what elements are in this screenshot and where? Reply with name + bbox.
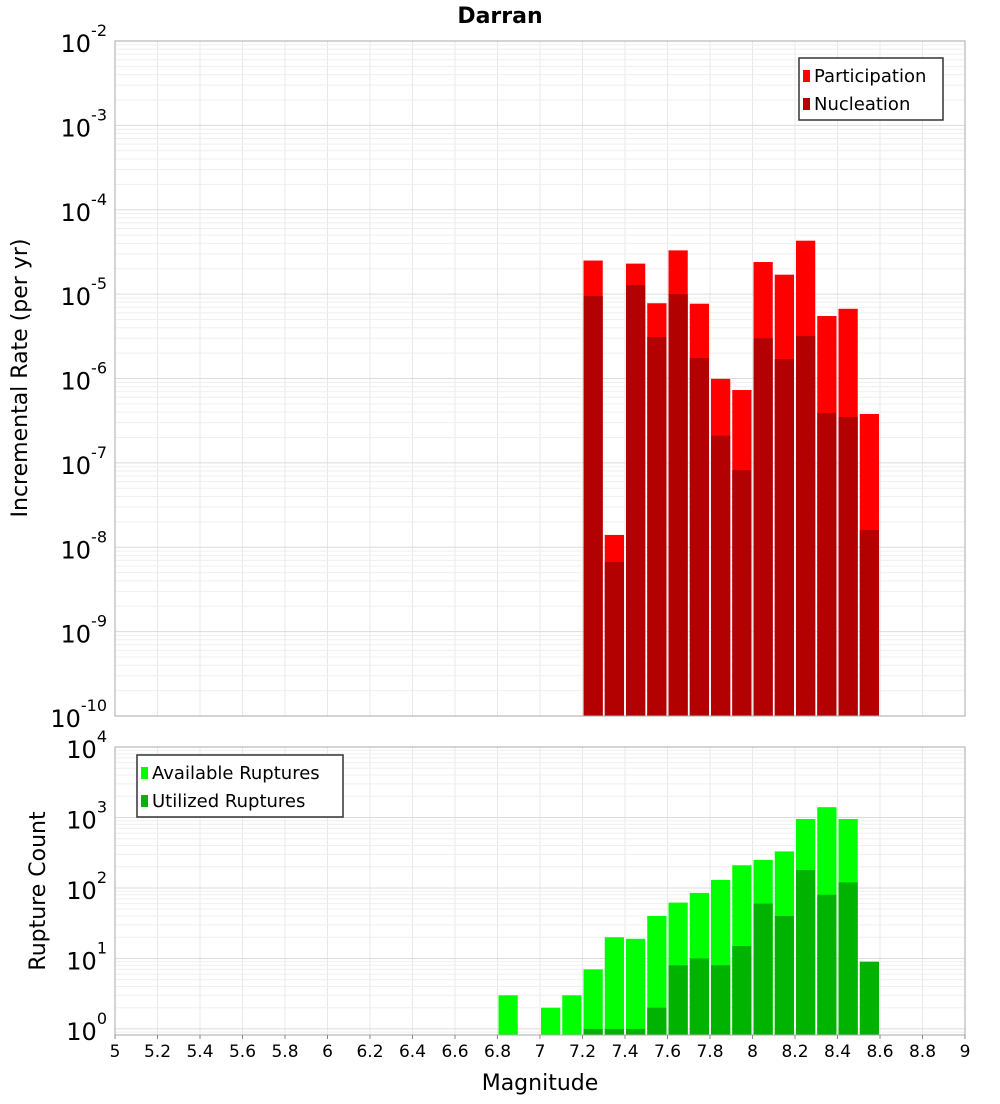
y-tick-label: 103	[66, 797, 107, 834]
top-y-axis-label: Incremental Rate (per yr)	[8, 239, 33, 518]
bar-available-ruptures	[562, 995, 582, 1035]
y-tick-label: 102	[66, 868, 107, 905]
x-tick-label: 6.6	[441, 1042, 468, 1062]
x-tick-label: 5.2	[144, 1042, 171, 1062]
x-tick-label: 6.2	[356, 1042, 383, 1062]
bar-utilized-ruptures	[604, 1028, 624, 1035]
chart-title: Darran	[457, 4, 542, 29]
x-tick-label: 7.6	[654, 1042, 681, 1062]
bar-available-ruptures	[604, 937, 624, 1035]
bar-utilized-ruptures	[796, 869, 816, 1035]
bar-nucleation	[668, 294, 688, 716]
x-tick-label: 5	[110, 1042, 121, 1062]
x-tick-label: 7	[535, 1042, 546, 1062]
x-tick-label: 7.8	[696, 1042, 723, 1062]
bar-utilized-ruptures	[647, 1007, 667, 1035]
y-tick-label: 10-6	[61, 359, 108, 396]
bar-utilized-ruptures	[838, 882, 858, 1035]
bar-nucleation	[859, 530, 879, 716]
bar-nucleation	[626, 285, 646, 716]
y-tick-label: 10-5	[61, 274, 108, 311]
legend-label: Nucleation	[814, 94, 910, 115]
bar-utilized-ruptures	[689, 958, 709, 1035]
y-tick-label: 10-8	[61, 527, 108, 564]
y-tick-label: 100	[66, 1009, 107, 1046]
y-tick-label: 10-4	[61, 190, 108, 227]
bar-available-ruptures	[541, 1007, 561, 1035]
x-tick-label: 8.6	[866, 1042, 893, 1062]
bar-nucleation	[753, 338, 773, 716]
bar-utilized-ruptures	[859, 961, 879, 1035]
bar-utilized-ruptures	[732, 946, 752, 1035]
x-tick-label: 5.8	[271, 1042, 298, 1062]
y-tick-label: 10-7	[61, 443, 108, 480]
bar-nucleation	[838, 416, 858, 716]
bar-nucleation	[796, 335, 816, 716]
y-tick-label: 10-10	[50, 696, 107, 733]
bar-available-ruptures	[583, 969, 603, 1035]
bar-utilized-ruptures	[753, 903, 773, 1035]
x-tick-label: 7.2	[569, 1042, 596, 1062]
bar-nucleation	[583, 296, 603, 716]
bar-available-ruptures	[498, 995, 518, 1035]
bar-utilized-ruptures	[774, 916, 794, 1035]
y-tick-label: 104	[66, 727, 107, 764]
x-tick-label: 6.4	[399, 1042, 426, 1062]
x-tick-label: 8.4	[824, 1042, 851, 1062]
y-tick-label: 10-2	[61, 21, 108, 58]
x-tick-label: 6.8	[484, 1042, 511, 1062]
bar-nucleation	[774, 359, 794, 716]
x-tick-label: 7.4	[611, 1042, 638, 1062]
x-tick-label: 9	[960, 1042, 971, 1062]
legend-swatch	[803, 70, 810, 82]
bar-nucleation	[817, 413, 837, 716]
bar-available-ruptures	[626, 938, 646, 1035]
legend-label: Participation	[814, 66, 926, 87]
bar-utilized-ruptures	[626, 1028, 646, 1035]
y-tick-label: 101	[66, 938, 107, 975]
bar-available-ruptures	[647, 916, 667, 1035]
bar-nucleation	[647, 337, 667, 716]
bar-utilized-ruptures	[817, 894, 837, 1035]
legend	[798, 57, 944, 121]
bar-nucleation	[732, 470, 752, 716]
x-tick-label: 8.8	[909, 1042, 936, 1062]
legend-label: Available Ruptures	[152, 763, 320, 784]
bottom-y-axis-label: Rupture Count	[26, 811, 51, 971]
x-tick-label: 8.2	[781, 1042, 808, 1062]
bar-nucleation	[711, 435, 731, 716]
legend-swatch	[141, 795, 148, 807]
legend-swatch	[803, 98, 810, 110]
bar-utilized-ruptures	[668, 965, 688, 1035]
bar-utilized-ruptures	[711, 965, 731, 1035]
y-tick-label: 10-3	[61, 105, 108, 142]
legend	[136, 754, 344, 818]
bar-nucleation	[604, 561, 624, 716]
y-tick-label: 10-9	[61, 612, 108, 649]
legend-label: Utilized Ruptures	[152, 791, 305, 812]
bar-utilized-ruptures	[583, 1028, 603, 1035]
x-tick-label: 5.6	[229, 1042, 256, 1062]
plot-border	[114, 40, 966, 717]
x-tick-label: 6	[322, 1042, 333, 1062]
legend-swatch	[141, 767, 148, 779]
bar-nucleation	[689, 357, 709, 716]
x-tick-label: 5.4	[186, 1042, 213, 1062]
x-tick-label: 8	[747, 1042, 758, 1062]
x-axis-label: Magnitude	[482, 1071, 599, 1096]
